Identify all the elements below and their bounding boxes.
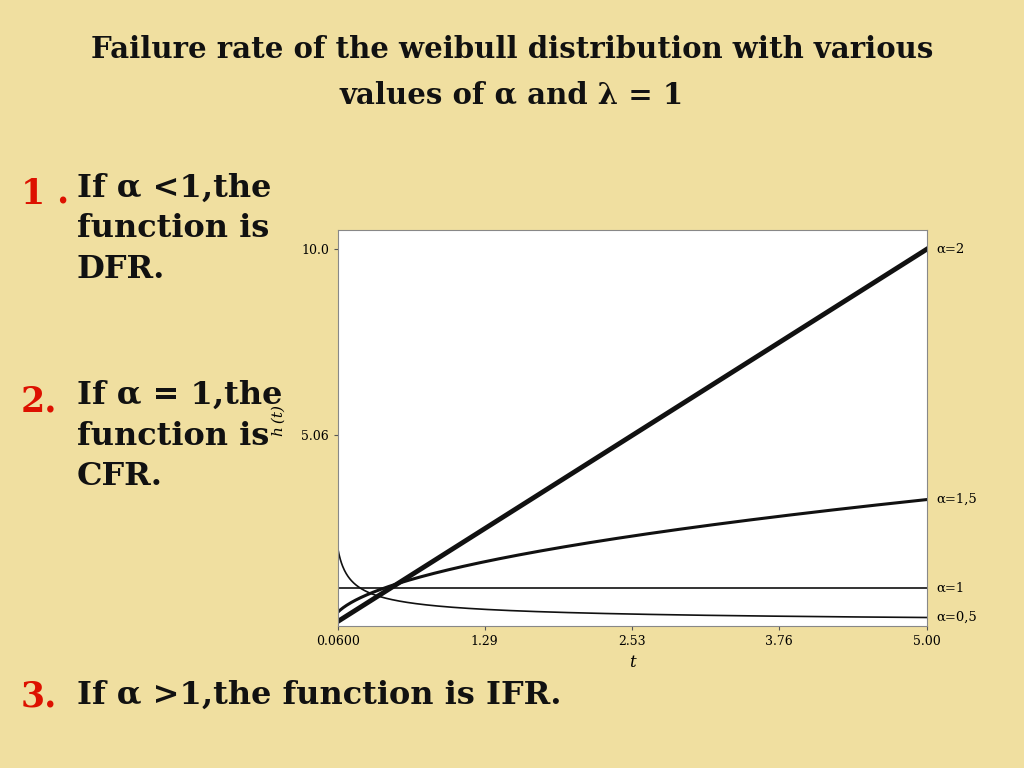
X-axis label: t: t (629, 654, 636, 670)
Text: α=1,5: α=1,5 (936, 493, 977, 506)
Text: 1: 1 (20, 177, 45, 210)
Text: h (t): h (t) (272, 405, 286, 435)
Text: 2.: 2. (20, 384, 57, 418)
Text: 3.: 3. (20, 680, 57, 713)
Text: α=2: α=2 (936, 243, 965, 256)
Text: If α = 1,the
function is
CFR.: If α = 1,the function is CFR. (77, 380, 283, 492)
Text: values of α and λ = 1: values of α and λ = 1 (340, 81, 684, 110)
Text: α=0,5: α=0,5 (936, 611, 977, 624)
Text: .: . (56, 177, 69, 210)
Text: Failure rate of the weibull distribution with various: Failure rate of the weibull distribution… (91, 35, 933, 64)
Text: If α <1,the
function is
DFR.: If α <1,the function is DFR. (77, 173, 271, 285)
Text: If α >1,the function is IFR.: If α >1,the function is IFR. (77, 680, 561, 710)
Text: α=1: α=1 (936, 581, 965, 594)
